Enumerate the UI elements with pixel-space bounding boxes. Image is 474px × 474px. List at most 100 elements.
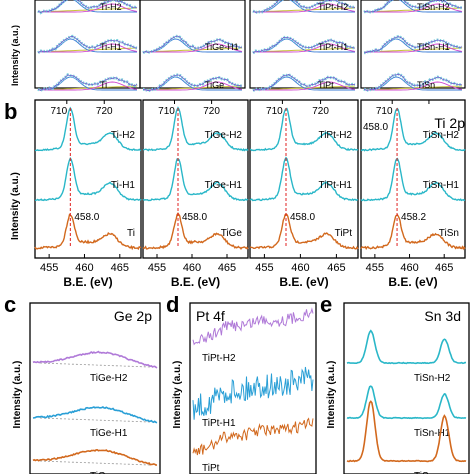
panel-b-frame — [34, 99, 142, 259]
spectrum-line — [142, 158, 249, 202]
x-tick-label: 465 — [327, 262, 345, 274]
peak-value-label: 458.2 — [401, 212, 426, 223]
top-tick-label: 720 — [96, 106, 113, 117]
series-label: TiGe — [90, 471, 112, 474]
spectrum-line — [249, 156, 359, 202]
panel-title: Sn 3d — [424, 308, 461, 324]
fit-envelope-line — [252, 74, 356, 91]
spectrum-line — [32, 448, 158, 466]
x-tick-label: 460 — [75, 262, 93, 274]
spectrum-line — [249, 212, 359, 250]
panel-b-frame — [142, 99, 249, 259]
fit-component-line — [253, 0, 355, 13]
series-label: TiSn-H2 — [414, 373, 451, 384]
series-label: TiPt-H2 — [202, 353, 236, 364]
x-tick-label: 465 — [435, 262, 453, 274]
panel-a-series-label: TiPt-H2 — [318, 2, 348, 12]
fit-component-line — [38, 81, 138, 91]
fit-envelope-line — [142, 35, 243, 54]
panel-title: Pt 4f — [196, 308, 225, 324]
fit-component-line — [253, 38, 355, 53]
fit-component-line — [364, 43, 463, 53]
panel-ylabel: Intensity (a.u.) — [172, 361, 183, 429]
spectrum-line — [346, 400, 467, 463]
panel-a-series-label: Ti-H2 — [100, 2, 122, 12]
panel-b-title: Ti 2p — [434, 115, 465, 131]
fit-envelope-line — [37, 74, 138, 91]
panel-c: c Intensity (a.u.) TiGe-H2 TiGe-H1 TiGe Ge 2… — [4, 292, 161, 474]
top-tick-label: 710 — [266, 106, 283, 117]
top-tick-label: 710 — [376, 106, 393, 117]
spectrum-line — [143, 106, 249, 152]
panel-b-ylabel: Intensity (a.u.) — [10, 172, 21, 240]
fit-envelope-line — [37, 0, 138, 14]
fit-component-line — [143, 76, 242, 91]
peak-value-label: 458.0 — [290, 212, 315, 223]
series-label: TiGe-H1 — [205, 180, 243, 191]
panel-e: e Intensity (a.u.) TiSn-H2 TiSn-H1 TiSn Sn 3… — [320, 292, 470, 474]
fit-component-line — [364, 3, 463, 13]
fit-component-line — [38, 0, 137, 13]
peak-value-label: 458.0 — [74, 212, 99, 223]
spectrum-line — [142, 212, 249, 250]
fit-envelope-line — [363, 36, 463, 54]
x-tick-label: 460 — [400, 262, 418, 274]
series-label: Ti — [127, 228, 135, 239]
fit-envelope-line — [142, 74, 243, 92]
spectrum-line — [34, 106, 142, 152]
series-label: TiSn-H1 — [414, 428, 451, 439]
series-label: TiPt — [202, 463, 220, 474]
fit-component-line — [364, 76, 462, 91]
fit-component-line — [38, 3, 138, 13]
series-label: Ti-H2 — [111, 130, 136, 141]
x-tick-label: 455 — [148, 262, 166, 274]
x-tick-label: 455 — [40, 262, 58, 274]
series-label: TiSn-H2 — [423, 130, 460, 141]
fit-envelope-line — [252, 0, 356, 13]
fit-envelope-line — [37, 35, 138, 54]
spectrum-line — [249, 107, 359, 152]
spectrum-line — [34, 213, 142, 251]
panel-a-series-label: TiSn-H1 — [417, 42, 450, 52]
spectrum-line — [192, 417, 314, 456]
fit-component-line — [143, 81, 243, 91]
spectrum-line — [360, 213, 466, 251]
fit-component-line — [253, 43, 356, 53]
fit-component-line — [38, 43, 138, 53]
fit-component-line — [143, 38, 242, 53]
panel-a-series-label: Ti-H1 — [100, 42, 122, 52]
x-tick-label: 465 — [111, 262, 129, 274]
spectrum-line — [360, 107, 466, 152]
panel-title: Ge 2p — [114, 308, 152, 324]
fit-component-line — [38, 38, 137, 53]
fit-component-line — [253, 3, 356, 13]
fit-component-line — [364, 81, 463, 91]
peak-value-label: 458.0 — [182, 212, 207, 223]
panel-ylabel: Intensity (a.u.) — [326, 361, 337, 429]
x-tick-label: 465 — [218, 262, 236, 274]
panel-b-xlabel: B.E. (eV) — [171, 275, 220, 289]
fit-component-line — [143, 43, 243, 53]
spectrum-line — [32, 350, 158, 369]
panel-a-series-label: TiPt-H1 — [318, 42, 348, 52]
series-label: TiPt-H1 — [318, 180, 352, 191]
panel-frame — [29, 302, 161, 474]
panel-b-xlabel: B.E. (eV) — [279, 275, 328, 289]
panel-b-frame — [249, 99, 359, 259]
panel-b-xlabel: B.E. (eV) — [63, 275, 112, 289]
spectrum-line — [346, 329, 466, 365]
series-label: TiSn-H1 — [423, 180, 460, 191]
panel-a-series-label: TiSn-H2 — [417, 2, 450, 12]
top-tick-label: 710 — [158, 106, 175, 117]
panel-b-xlabel: B.E. (eV) — [388, 275, 437, 289]
series-label: TiGe — [221, 228, 243, 239]
panel-a-ylabel: Intensity (a.u.) — [10, 25, 20, 86]
panel-b: b Intensity (a.u.) 455 460 465 710 720 Ti-H2 Ti… — [4, 99, 466, 289]
top-tick-label: 720 — [203, 106, 220, 117]
x-tick-label: 455 — [255, 262, 273, 274]
series-label: TiGe-H2 — [90, 373, 128, 384]
x-tick-label: 460 — [183, 262, 201, 274]
panel-a-series-label: TiGe — [205, 80, 224, 90]
fit-envelope-line — [363, 73, 463, 91]
